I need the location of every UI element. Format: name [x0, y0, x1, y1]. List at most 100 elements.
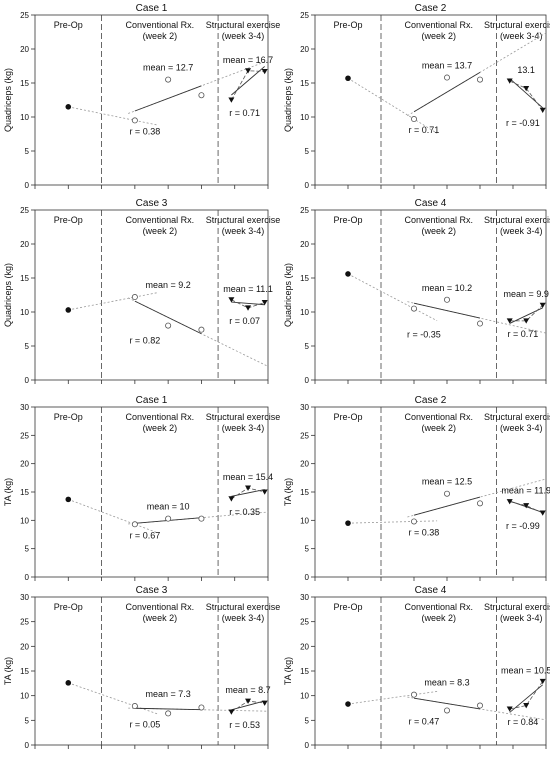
conventional-point: [443, 296, 450, 303]
section-label: Structural exercise: [206, 20, 281, 30]
y-tick-label: 25: [300, 618, 309, 627]
y-tick-label: 10: [20, 113, 29, 122]
structural-mean-label: 13.1: [517, 65, 535, 75]
plot-frame: [314, 14, 547, 186]
y-tick-label: 25: [20, 618, 29, 627]
y-tick-label: 5: [25, 342, 30, 351]
structural-point: [539, 107, 546, 113]
structural-r-label: r = 0.07: [229, 316, 260, 326]
section-label: Conventional Rx.: [126, 412, 195, 422]
section-label: (week 3-4): [222, 226, 265, 236]
preop-point: [345, 520, 351, 526]
structural-mean-label: mean = 8.7: [225, 685, 270, 695]
structural-mean-label: mean = 16.7: [223, 55, 273, 65]
structural-connector: [509, 304, 543, 322]
y-tick-label: 0: [305, 573, 310, 582]
conventional-point: [198, 515, 205, 522]
structural-point: [523, 318, 530, 324]
y-tick-label: 0: [305, 181, 310, 190]
y-axis-label: Quadriceps (kg): [283, 68, 293, 132]
y-tick-label: 30: [300, 403, 309, 412]
y-axis-label: TA (kg): [283, 478, 293, 506]
chart-panel-1: Case 1 Quadriceps (kg) 0 5 10 15 20 25 Pre-Op Con…: [3, 3, 280, 190]
structural-point: [228, 97, 235, 103]
structural-point: [261, 489, 268, 495]
structural-r-label: r = -0.91: [506, 118, 540, 128]
chart-panel-2: Case 2 Quadriceps (kg) 0 5 10 15 20 25 Pre-Op Con…: [283, 3, 550, 190]
y-tick-label: 0: [25, 376, 30, 385]
structural-connector: [509, 80, 544, 111]
conventional-point: [198, 92, 205, 99]
preop-trend-line: [68, 106, 159, 126]
structural-point: [506, 78, 513, 84]
conventional-point: [476, 500, 483, 507]
y-axis-label: TA (kg): [3, 478, 13, 506]
section-label: Structural exercise: [484, 602, 550, 612]
preop-point: [65, 680, 72, 686]
preop-trend-line: [347, 520, 438, 524]
conventional-r-label: r = -0.35: [407, 330, 441, 340]
conventional-point: [476, 702, 483, 709]
structural-point: [539, 510, 546, 516]
section-label: (week 2): [421, 613, 456, 623]
y-tick-label: 0: [25, 741, 30, 750]
preop-point: [345, 75, 351, 82]
y-tick-label: 15: [300, 274, 309, 283]
y-tick-label: 10: [300, 308, 309, 317]
y-tick-label: 25: [20, 206, 29, 215]
section-label: Pre-Op: [333, 20, 362, 30]
conventional-point: [198, 704, 205, 711]
conventional-fit-line: [134, 85, 202, 112]
section-label: Structural exercise: [484, 412, 550, 422]
preop-point: [345, 271, 351, 277]
y-tick-label: 20: [20, 45, 29, 54]
structural-r-label: r = 0.53: [229, 720, 260, 730]
preop-trend-line: [347, 691, 438, 705]
y-tick-label: 25: [20, 431, 29, 440]
structural-point: [228, 709, 235, 715]
y-tick-label: 20: [20, 460, 29, 469]
y-tick-label: 15: [20, 667, 29, 676]
y-axis-label: TA (kg): [3, 657, 13, 685]
section-label: Pre-Op: [333, 602, 362, 612]
structural-mean-label: mean = 15.4: [223, 472, 273, 482]
y-tick-label: 20: [300, 460, 309, 469]
conventional-trend-line: [407, 696, 547, 721]
chart-panel-4: Case 4 Quadriceps (kg) 0 5 10 15 20 25 Pre-Op Con…: [283, 198, 550, 385]
y-tick-label: 0: [25, 573, 30, 582]
section-label: Pre-Op: [54, 215, 83, 225]
preop-point: [345, 701, 351, 707]
section-label: Conventional Rx.: [404, 20, 473, 30]
section-label: Conventional Rx.: [126, 20, 195, 30]
chart-title: Case 3: [136, 198, 168, 209]
section-label: (week 3-4): [500, 613, 543, 623]
structural-point: [245, 68, 252, 74]
section-label: Conventional Rx.: [404, 412, 473, 422]
preop-trend-line: [68, 292, 159, 311]
conventional-r-label: r = 0.67: [129, 530, 160, 540]
conventional-mean-label: mean = 12.5: [422, 477, 472, 487]
structural-point: [228, 297, 235, 303]
chart-title: Case 1: [136, 395, 168, 406]
structural-connector: [231, 70, 265, 101]
conventional-fit-line: [413, 302, 481, 319]
conventional-r-label: r = 0.71: [409, 125, 440, 135]
conventional-mean-label: mean = 13.7: [422, 61, 472, 71]
structural-point: [506, 318, 513, 324]
section-label: Pre-Op: [333, 215, 362, 225]
chart-title: Case 4: [415, 585, 447, 596]
y-tick-label: 5: [305, 716, 310, 725]
structural-mean-label: mean = 10.5: [501, 665, 550, 675]
section-label: Structural exercise: [484, 20, 550, 30]
y-tick-label: 15: [300, 667, 309, 676]
section-label: Structural exercise: [206, 215, 281, 225]
conventional-point: [443, 74, 450, 81]
preop-point: [65, 104, 72, 110]
conventional-point: [410, 305, 417, 312]
structural-point: [539, 302, 546, 308]
conventional-fit-line: [413, 697, 481, 710]
conventional-fit-line: [134, 300, 202, 335]
structural-point: [228, 496, 235, 502]
structural-point: [261, 299, 268, 306]
